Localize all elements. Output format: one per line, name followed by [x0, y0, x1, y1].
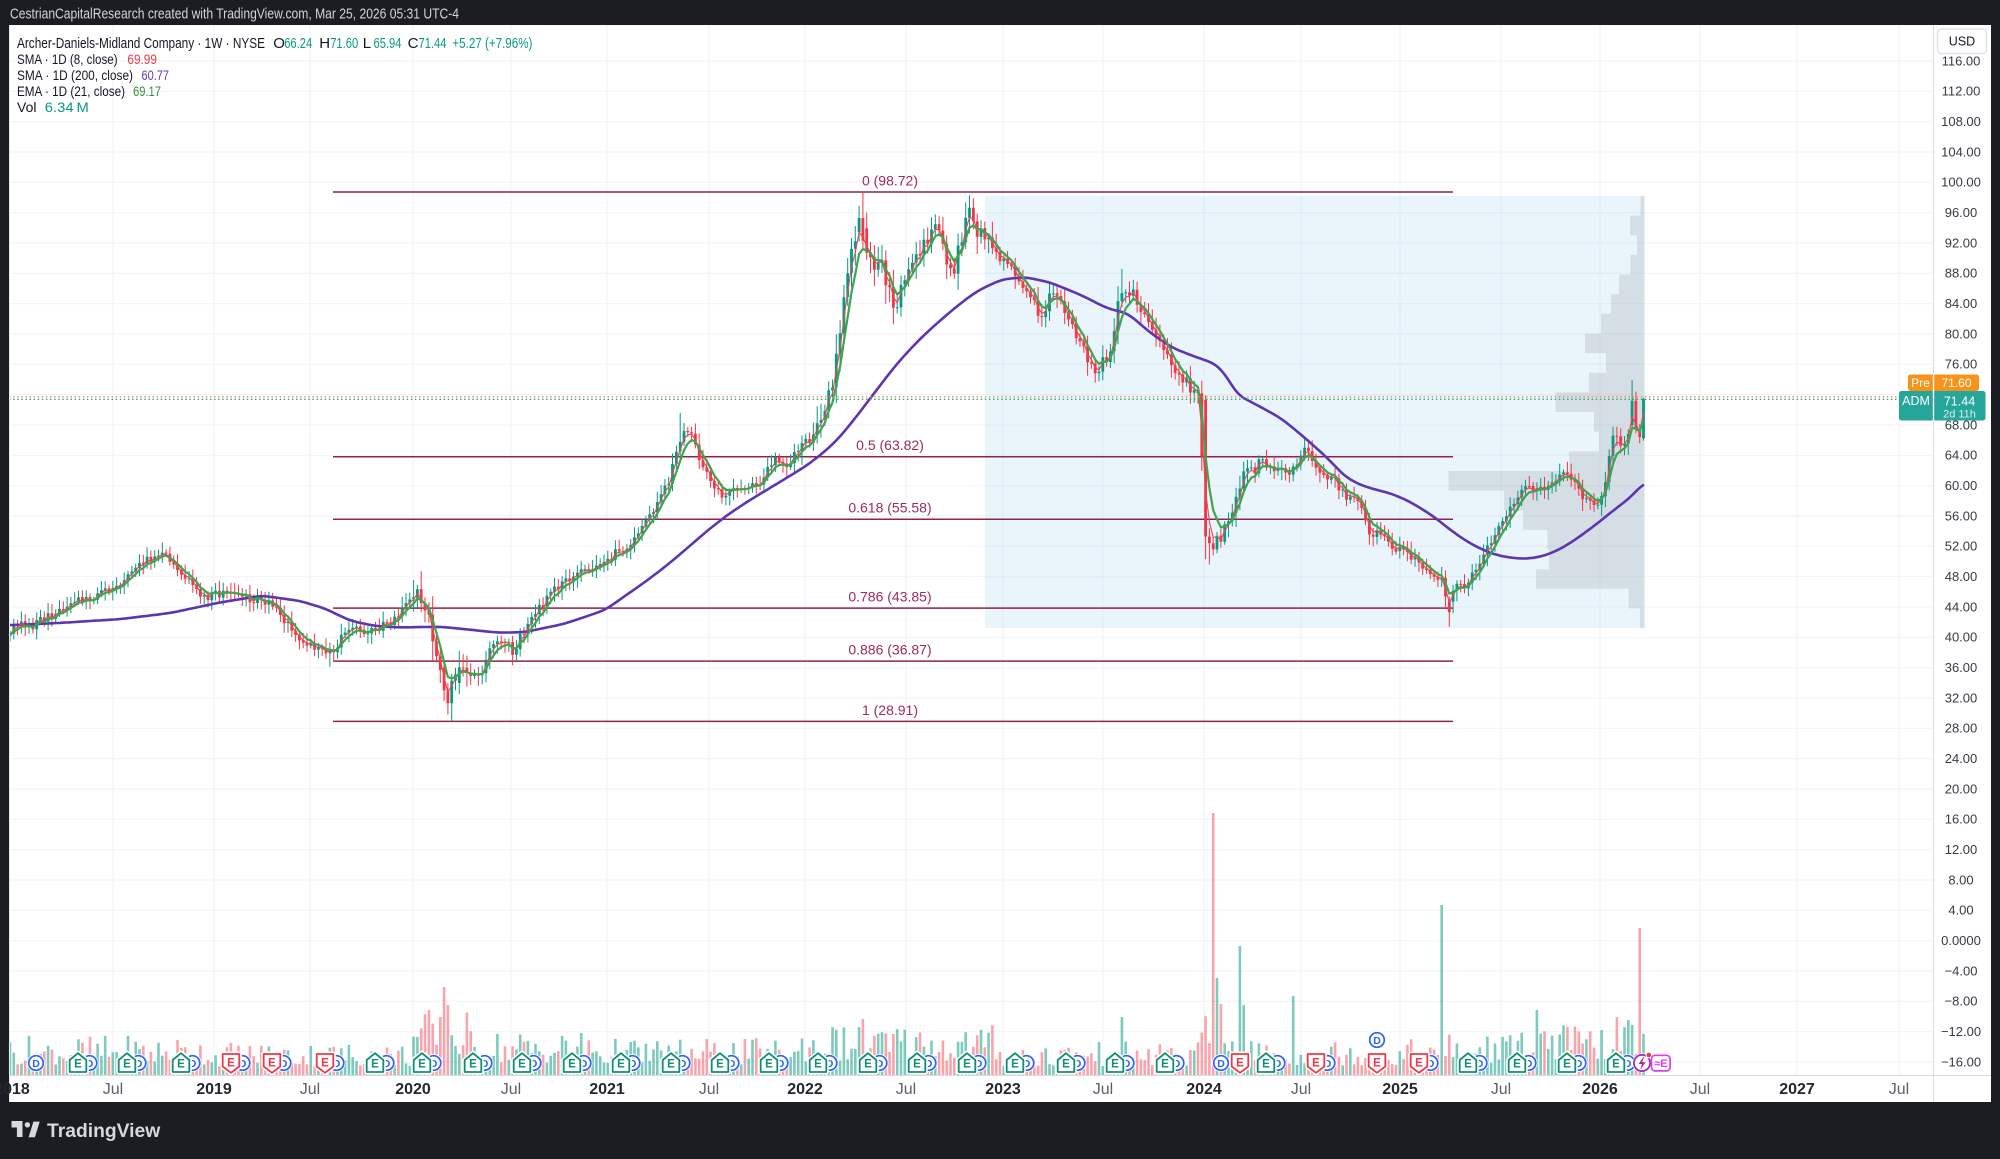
svg-text:76.00: 76.00: [1945, 357, 1978, 372]
svg-text:0.618 (55.58): 0.618 (55.58): [848, 500, 931, 516]
svg-text:0.786 (43.85): 0.786 (43.85): [848, 589, 931, 605]
svg-text:≈E: ≈E: [1654, 1058, 1667, 1070]
svg-text:96.00: 96.00: [1945, 205, 1978, 220]
svg-text:2018: 2018: [0, 1081, 30, 1098]
svg-text:71.44: 71.44: [1944, 395, 1975, 409]
svg-text:8.00: 8.00: [1948, 872, 1973, 887]
svg-text:71.60: 71.60: [1941, 376, 1971, 390]
svg-text:TradingView: TradingView: [47, 1121, 161, 1142]
svg-text:CestrianCapitalResearch create: CestrianCapitalResearch created with Tra…: [10, 7, 459, 23]
svg-text:28.00: 28.00: [1945, 721, 1978, 736]
svg-text:100.00: 100.00: [1941, 175, 1981, 190]
svg-text:2024: 2024: [1186, 1081, 1222, 1098]
svg-text:24.00: 24.00: [1945, 751, 1978, 766]
svg-text:2020: 2020: [395, 1081, 431, 1098]
svg-text:48.00: 48.00: [1945, 569, 1978, 584]
svg-text:2026: 2026: [1582, 1081, 1618, 1098]
svg-text:0 (98.72): 0 (98.72): [862, 173, 918, 189]
svg-text:Jul: Jul: [300, 1081, 320, 1098]
svg-text:66.24: 66.24: [284, 36, 312, 52]
svg-text:Jul: Jul: [1889, 1081, 1909, 1098]
svg-text:−12.00: −12.00: [1941, 1024, 1981, 1039]
svg-text:56.00: 56.00: [1945, 508, 1978, 523]
svg-text:Jul: Jul: [103, 1081, 123, 1098]
svg-text:0.5 (63.82): 0.5 (63.82): [856, 437, 924, 453]
svg-text:2027: 2027: [1779, 1081, 1815, 1098]
svg-text:2023: 2023: [985, 1081, 1021, 1098]
svg-text:Jul: Jul: [699, 1081, 719, 1098]
svg-text:EMA · 1D (21, close): EMA · 1D (21, close): [17, 83, 125, 99]
svg-text:Jul: Jul: [1093, 1081, 1113, 1098]
svg-text:Jul: Jul: [1690, 1081, 1710, 1098]
svg-text:6.34 M: 6.34 M: [45, 99, 89, 115]
svg-text:0.0000: 0.0000: [1941, 933, 1981, 948]
svg-text:68.00: 68.00: [1945, 417, 1978, 432]
svg-text:O: O: [273, 35, 285, 52]
svg-text:Jul: Jul: [1491, 1081, 1511, 1098]
svg-text:Jul: Jul: [1291, 1081, 1311, 1098]
svg-text:60.00: 60.00: [1945, 478, 1978, 493]
svg-text:80.00: 80.00: [1945, 326, 1978, 341]
svg-text:C: C: [408, 35, 419, 52]
svg-text:1 (28.91): 1 (28.91): [862, 702, 918, 718]
svg-text:−4.00: −4.00: [1945, 963, 1978, 978]
svg-text:71.44: 71.44: [419, 36, 447, 52]
svg-text:+5.27 (+7.96%): +5.27 (+7.96%): [452, 36, 532, 52]
svg-text:64.00: 64.00: [1945, 448, 1978, 463]
svg-text:52.00: 52.00: [1945, 539, 1978, 554]
svg-text:36.00: 36.00: [1945, 660, 1978, 675]
svg-text:ADM: ADM: [1902, 394, 1930, 408]
svg-text:12.00: 12.00: [1945, 842, 1978, 857]
svg-text:SMA · 1D (8, close): SMA · 1D (8, close): [17, 51, 118, 67]
svg-text:16.00: 16.00: [1945, 812, 1978, 827]
svg-text:2d 11h: 2d 11h: [1943, 409, 1976, 421]
svg-text:116.00: 116.00: [1942, 53, 1981, 68]
svg-text:2021: 2021: [589, 1081, 625, 1098]
svg-text:32.00: 32.00: [1945, 690, 1978, 705]
svg-text:40.00: 40.00: [1945, 630, 1978, 645]
svg-text:2019: 2019: [196, 1081, 232, 1098]
svg-text:20.00: 20.00: [1945, 781, 1978, 796]
svg-text:112.00: 112.00: [1942, 84, 1981, 99]
svg-text:0.886 (36.87): 0.886 (36.87): [848, 642, 931, 658]
svg-text:65.94: 65.94: [374, 36, 402, 52]
svg-text:69.99: 69.99: [127, 51, 157, 67]
svg-text:Pre: Pre: [1911, 376, 1930, 390]
svg-text:SMA · 1D (200, close): SMA · 1D (200, close): [17, 67, 133, 83]
svg-text:2025: 2025: [1382, 1081, 1418, 1098]
svg-text:44.00: 44.00: [1945, 599, 1978, 614]
svg-text:69.17: 69.17: [133, 83, 161, 99]
svg-text:Vol: Vol: [17, 99, 36, 115]
svg-text:84.00: 84.00: [1945, 296, 1978, 311]
svg-text:L: L: [363, 35, 371, 52]
svg-text:Jul: Jul: [501, 1081, 521, 1098]
svg-text:−16.00: −16.00: [1941, 1054, 1981, 1069]
svg-text:Jul: Jul: [896, 1081, 916, 1098]
svg-text:2022: 2022: [787, 1081, 823, 1098]
svg-text:104.00: 104.00: [1941, 144, 1981, 159]
svg-text:H: H: [319, 35, 330, 52]
svg-text:4.00: 4.00: [1948, 903, 1973, 918]
svg-text:−8.00: −8.00: [1945, 994, 1978, 1009]
svg-text:71.60: 71.60: [330, 36, 358, 52]
svg-text:USD: USD: [1949, 35, 1975, 49]
svg-text:60.77: 60.77: [142, 67, 170, 83]
svg-text:108.00: 108.00: [1941, 114, 1981, 129]
svg-text:Archer-Daniels-Midland Company: Archer-Daniels-Midland Company · 1W · NY…: [17, 35, 265, 52]
svg-text:88.00: 88.00: [1945, 266, 1978, 281]
svg-text:92.00: 92.00: [1945, 235, 1978, 250]
